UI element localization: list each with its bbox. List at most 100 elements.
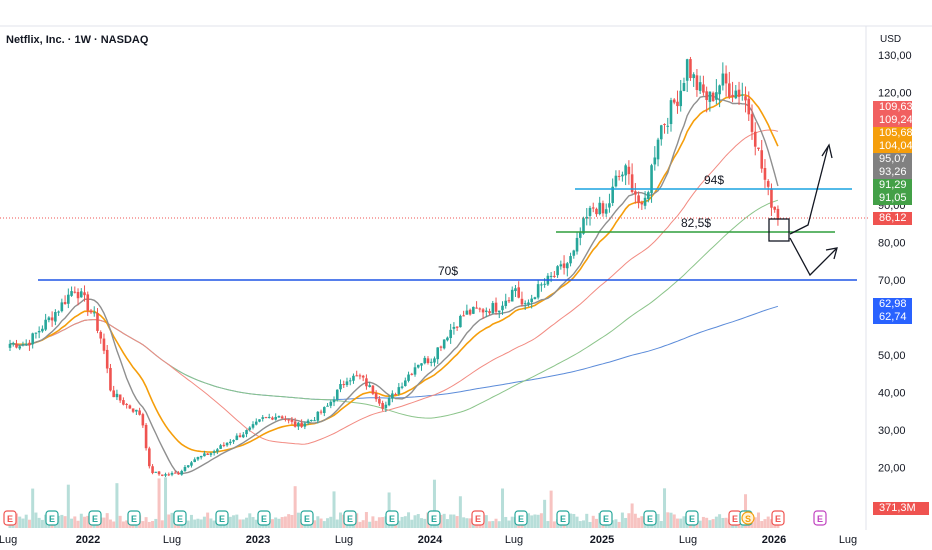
candle-body — [186, 465, 190, 468]
horizontal-levels[interactable]: 70$ 94$ 82,5$ — [0, 173, 870, 281]
earnings-marker[interactable] — [514, 510, 528, 526]
earnings-marker[interactable] — [300, 510, 314, 526]
earnings-marker[interactable] — [257, 510, 271, 526]
candle-body — [624, 165, 627, 176]
candle-body — [750, 114, 754, 132]
candle-body — [413, 367, 417, 375]
earnings-markers[interactable]: EEEEEEEEEEEEEEEEEEEEES — [3, 510, 827, 526]
candle-body — [423, 357, 427, 364]
candle-body — [219, 445, 222, 449]
volume-bar — [355, 513, 359, 528]
earnings-marker[interactable] — [427, 510, 441, 526]
volume-bar — [640, 516, 644, 528]
earnings-marker[interactable] — [643, 510, 657, 526]
candle-body — [141, 414, 145, 426]
candle-body — [41, 328, 44, 332]
candle-body — [355, 375, 359, 377]
earnings-marker[interactable] — [173, 510, 187, 526]
candle-body — [368, 385, 371, 387]
candle-body — [180, 470, 184, 475]
candle-body — [575, 237, 579, 252]
candle-body — [63, 302, 67, 305]
earnings-marker[interactable] — [385, 510, 399, 526]
earnings-marker[interactable] — [343, 510, 357, 526]
earnings-marker-label: E — [689, 514, 695, 524]
candle-body — [371, 385, 375, 394]
down-arrow-head[interactable] — [825, 247, 838, 260]
volume-bar — [66, 484, 70, 528]
x-tick-label: Lug — [505, 534, 523, 546]
earnings-marker-label: E — [131, 514, 137, 524]
earnings-marker[interactable] — [813, 510, 827, 526]
candle-body — [685, 59, 689, 81]
volume-bar — [442, 513, 446, 528]
earnings-marker[interactable] — [3, 510, 17, 526]
candle-body — [459, 315, 462, 328]
candle-body — [79, 291, 83, 298]
candle-body — [144, 424, 148, 449]
candle-body — [663, 124, 666, 126]
x-tick-label: Lug — [839, 534, 857, 546]
candle-body — [92, 312, 96, 314]
volume-bar — [34, 512, 38, 528]
earnings-marker[interactable] — [685, 510, 699, 526]
volume-bar — [679, 518, 683, 528]
candle-body — [83, 292, 86, 296]
candle-body — [695, 75, 699, 91]
volume-bar — [335, 519, 339, 528]
currency-label[interactable]: USD — [880, 34, 902, 45]
volume-bar — [381, 517, 385, 528]
volume-bar — [83, 516, 87, 528]
volume-bar — [160, 520, 164, 528]
candle-body — [559, 264, 563, 267]
candle-body — [274, 416, 277, 420]
candle-body — [734, 90, 738, 99]
candle-body — [530, 298, 533, 303]
candle-body — [374, 393, 378, 400]
up-arrow-head[interactable] — [821, 143, 833, 159]
candle-body — [89, 310, 93, 313]
candle-body — [433, 358, 436, 363]
volume-bar — [510, 516, 514, 528]
candle-body — [397, 387, 401, 394]
earnings-marker-label: E — [647, 514, 653, 524]
volume-bar — [714, 516, 718, 528]
x-tick-label: Lug — [0, 534, 17, 546]
earnings-marker[interactable] — [599, 510, 613, 526]
earnings-marker[interactable] — [215, 510, 229, 526]
candle-body — [96, 313, 99, 331]
projection-drawings[interactable] — [768, 143, 838, 277]
volume-bar — [569, 513, 573, 528]
volume-bar — [238, 519, 242, 528]
x-tick-label: Lug — [163, 534, 181, 546]
candle-body — [342, 384, 346, 386]
time-axis[interactable]: Lug 2022 Lug 2023 Lug 2024 Lug 2025 Lug 2026 Lug — [0, 534, 857, 546]
candle-body — [148, 448, 151, 467]
earnings-marker[interactable] — [771, 510, 785, 526]
candle-body — [167, 474, 171, 476]
candle-body — [183, 467, 187, 471]
up-projection-arrow[interactable] — [789, 146, 829, 235]
earnings-marker[interactable] — [127, 510, 141, 526]
candle-body — [718, 85, 721, 95]
candle-body — [410, 373, 414, 375]
volume-bar — [432, 479, 436, 528]
split-marker[interactable] — [741, 511, 755, 525]
earnings-marker[interactable] — [556, 510, 570, 526]
down-projection-arrow[interactable] — [789, 237, 837, 277]
target-box[interactable] — [768, 218, 790, 242]
earnings-marker[interactable] — [471, 510, 485, 526]
volume-bar — [663, 488, 667, 528]
volume-bar — [141, 521, 145, 528]
earnings-marker[interactable] — [45, 510, 59, 526]
price-badge: 93,26 — [873, 166, 912, 179]
candle-body — [436, 347, 440, 360]
candle-body — [361, 375, 365, 378]
price-badge: 95,07 — [873, 153, 912, 166]
earnings-marker[interactable] — [88, 510, 102, 526]
volume-bar — [102, 517, 106, 528]
candle-body — [164, 474, 167, 476]
candle-body — [634, 191, 637, 195]
volume-bar — [410, 519, 414, 528]
